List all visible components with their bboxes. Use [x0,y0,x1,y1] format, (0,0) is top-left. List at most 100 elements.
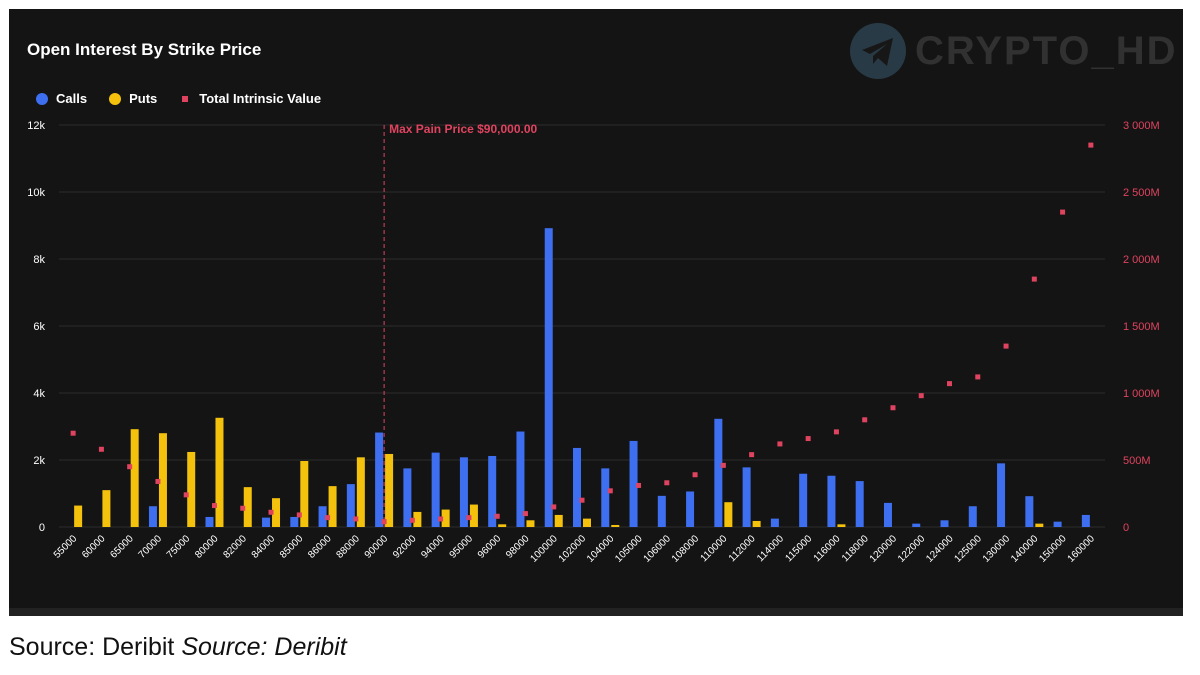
intrinsic-point [381,519,387,525]
y-left-tick-label: 6k [33,321,45,333]
source-caption: Source: Deribit Source: Deribit [9,633,347,662]
calls-bar [714,418,723,527]
puts-bar [469,504,478,527]
calls-swatch [36,92,48,105]
x-tick-label: 100000 [528,533,560,565]
calls-bar [1053,521,1062,527]
intrinsic-point [1088,142,1094,148]
y-right-tick-label: 3 000M [1123,120,1160,132]
chart-plot: 0 2k 4k 6k 8k 10k 12k 0 500M 1 000M 1 500M 2 000M 2 … [27,120,1160,565]
x-tick-label: 94000 [419,533,447,561]
intrinsic-point [211,503,217,509]
intrinsic-point [240,505,246,511]
x-tick-label: 105000 [613,533,645,565]
intrinsic-point [1060,209,1066,215]
calls-bar [742,467,751,527]
puts-bar [611,524,620,527]
intrinsic-point [438,516,444,522]
y-right-tick-label: 2 500M [1123,187,1160,199]
intrinsic-point [325,515,331,521]
puts-bar [413,511,422,527]
watermark-text: CRYPTO_HD [915,28,1178,73]
puts-bar [837,524,846,527]
legend-label-calls: Calls [56,91,88,106]
intrinsic-point [636,482,642,488]
x-tick-label: 82000 [221,533,249,561]
legend-label-intrinsic: Total Intrinsic Value [199,91,322,106]
y-left-tick-label: 4k [33,388,45,400]
watermark: CRYPTO_HD [849,21,1178,81]
calls-bar [148,506,157,527]
y-right-tick-label: 1 500M [1123,321,1160,333]
caption-italic: Source: Deribit [181,633,347,661]
x-tick-label: 130000 [981,533,1013,565]
y-left-tick-label: 10k [27,187,45,199]
legend-item-intrinsic[interactable]: Total Intrinsic Value [179,91,321,106]
x-tick-label: 115000 [783,533,814,564]
x-tick-label: 96000 [476,533,504,561]
x-tick-label: 90000 [363,533,391,561]
intrinsic-point [579,497,585,503]
x-tick-label: 70000 [137,533,165,561]
intrinsic-point [833,429,839,435]
intrinsic-point [720,462,726,468]
intrinsic-point [183,492,189,498]
calls-bar [205,516,214,527]
x-tick-label: 60000 [80,533,108,561]
calls-bar [997,463,1006,527]
calls-bar [686,491,695,527]
legend-item-puts[interactable]: Puts [109,91,157,106]
x-tick-label: 108000 [670,533,702,565]
intrinsic-point [975,374,981,380]
x-tick-label: 110000 [699,533,730,564]
intrinsic-point [664,480,670,486]
x-tick-label: 140000 [1009,533,1041,565]
calls-bar [1081,514,1090,527]
y-left-tick-label: 0 [39,522,45,534]
puts-bar [300,461,309,527]
puts-bar [554,514,563,527]
panel-bottom-strip [9,608,1183,616]
puts-bar [752,520,761,527]
intrinsic-point [918,393,924,399]
puts-bar [583,518,591,527]
telegram-icon [850,23,906,79]
y-right-tick-label: 500M [1123,455,1151,467]
legend-label-puts: Puts [129,91,158,106]
intrinsic-point [127,464,133,470]
x-tick-label: 85000 [278,533,306,561]
x-tick-label: 114000 [755,533,786,564]
x-tick-label: 124000 [924,533,956,565]
puts-bar [272,498,281,527]
x-tick-label: 118000 [840,533,871,564]
puts-bar [187,451,196,527]
calls-bar [827,475,836,527]
x-tick-label: 150000 [1037,533,1069,565]
intrinsic-point [777,441,783,447]
legend-item-calls[interactable]: Calls [36,91,87,106]
calls-bar [940,520,949,527]
intrinsic-point [353,516,359,522]
y-left-tick-label: 2k [33,455,45,467]
calls-bar [431,452,440,527]
calls-bar [403,468,412,527]
intrinsic-point [522,511,528,517]
chart-legend: Calls Puts Total Intrinsic Value [36,91,321,106]
x-tick-label: 112000 [727,533,758,564]
x-tick-label: 80000 [193,533,221,561]
intrinsic-point [466,515,472,521]
intrinsic-point [890,405,896,411]
puts-bar [215,417,224,527]
puts-bar [441,509,450,527]
y-left-tick-label: 12k [27,120,45,132]
x-tick-label: 125000 [953,533,985,565]
calls-bar [375,432,384,527]
calls-bar [516,431,525,527]
intrinsic-point [268,509,274,515]
x-tick-label: 92000 [391,533,419,561]
intrinsic-point [70,430,76,436]
x-tick-label: 120000 [868,533,900,565]
calls-bar [968,506,977,527]
calls-bar [855,481,864,527]
x-tick-label: 86000 [306,533,334,561]
